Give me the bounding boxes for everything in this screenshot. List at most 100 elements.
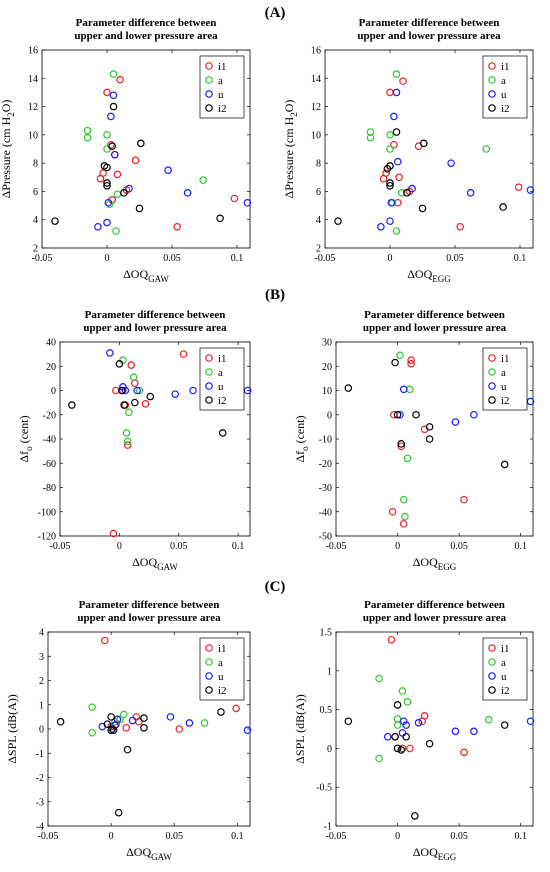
- data-point-u: [243, 726, 252, 735]
- legend-marker-i2: [488, 686, 496, 694]
- x-axis-label: ΔOQEGG: [413, 845, 457, 862]
- data-point-i2: [120, 189, 128, 197]
- data-point-u: [104, 198, 113, 207]
- data-point-i1: [460, 748, 468, 757]
- data-point-i2: [500, 460, 509, 469]
- y-tick-label: -4: [36, 822, 44, 833]
- x-axis-label: ΔOQGAW: [132, 555, 178, 572]
- data-point-u: [451, 727, 460, 736]
- data-point-u: [390, 112, 398, 121]
- x-tick-label: -0.05: [326, 831, 347, 842]
- data-point-i2: [117, 386, 126, 395]
- y-axis-label: ΔSPL (dB(A)): [293, 694, 307, 764]
- x-tick-label: 0.05: [446, 253, 464, 264]
- data-point-u: [243, 386, 252, 395]
- legend-marker-i1: [488, 62, 496, 70]
- y-tick-label: 30: [322, 338, 332, 349]
- data-point-u: [392, 88, 401, 97]
- y-tick-label: -120: [38, 532, 56, 543]
- chart-4: -0.05 0 0.05 0.1 -50 -40 -30 -20 -10 0 10 20 30 Param…: [293, 309, 535, 572]
- panel-label-a: (A): [265, 5, 286, 21]
- y-tick-label: -3: [36, 797, 44, 808]
- legend-label-i1: i1: [218, 61, 227, 73]
- data-point-i1: [179, 350, 188, 358]
- data-point-u: [470, 727, 478, 736]
- data-point-a: [129, 373, 138, 381]
- data-point-u: [121, 386, 130, 395]
- y-tick-label: 14: [311, 74, 321, 85]
- legend-marker-i2: [488, 396, 496, 404]
- data-point-a: [396, 351, 404, 360]
- data-point-i1: [407, 360, 415, 368]
- y-tick-label: 40: [46, 338, 56, 349]
- chart-title: upper and lower pressure area: [83, 322, 227, 334]
- data-point-i1: [395, 173, 403, 182]
- data-point-u: [164, 166, 172, 175]
- data-point-i2: [107, 726, 115, 735]
- data-point-u: [189, 386, 197, 395]
- legend-label-a: a: [218, 657, 223, 669]
- y-tick-label: -20: [43, 410, 56, 421]
- data-point-i1: [127, 361, 136, 369]
- data-point-i1: [116, 75, 124, 84]
- data-point-i1: [386, 88, 394, 97]
- legend-box: [482, 55, 528, 119]
- panel-label-b: (B): [265, 287, 285, 303]
- data-point-i2: [344, 717, 353, 726]
- legend-label-u: u: [218, 89, 224, 101]
- legend-label-i2: i2: [501, 103, 510, 115]
- data-point-u: [185, 719, 194, 727]
- legend-label-i2: i2: [501, 395, 510, 407]
- data-point-a: [375, 754, 383, 763]
- data-point-i2: [391, 358, 399, 367]
- data-point-u: [171, 390, 179, 398]
- data-point-i2: [131, 398, 139, 407]
- data-point-i2: [393, 410, 402, 419]
- legend-box: [482, 637, 528, 701]
- data-point-a: [366, 128, 375, 136]
- legend-label-i1: i1: [501, 643, 510, 655]
- data-point-i2: [217, 708, 225, 716]
- data-point-i1: [398, 744, 407, 753]
- data-point-a: [199, 176, 208, 184]
- x-tick-label: 0.05: [450, 541, 468, 552]
- data-point-i1: [382, 169, 390, 177]
- legend-label-i1: i1: [501, 61, 510, 73]
- data-point-i2: [114, 808, 123, 817]
- chart-title: Parameter difference between: [85, 309, 226, 321]
- x-tick-label: 0: [105, 253, 110, 264]
- x-axis-label: ΔOQEGG: [413, 555, 457, 572]
- chart-title: upper and lower pressure area: [357, 30, 501, 42]
- data-point-i1: [514, 183, 523, 191]
- x-tick-label: 0.1: [231, 831, 244, 842]
- data-point-i2: [402, 732, 410, 741]
- chart-1: -0.05 0 0.05 0.1 2 4 6 8 10 12 14 16 Parameter diffe…: [0, 17, 252, 284]
- data-point-i2: [412, 410, 420, 419]
- legend-marker-u: [488, 382, 496, 390]
- data-point-i2: [218, 429, 227, 437]
- data-point-i1: [456, 222, 465, 231]
- data-point-i2: [500, 721, 509, 729]
- panel-label-c: (C): [265, 579, 286, 595]
- data-point-i1: [387, 635, 396, 644]
- data-point-u: [466, 189, 475, 197]
- y-tick-label: -10: [319, 435, 332, 446]
- data-point-i2: [140, 714, 148, 722]
- legend-box: [482, 347, 528, 411]
- y-axis-label: ΔPressure (cm H2O): [282, 100, 299, 199]
- data-point-i1: [109, 529, 118, 538]
- legend-label-i1: i1: [218, 353, 227, 365]
- x-tick-label: 0.1: [514, 831, 527, 842]
- legend-label-i2: i2: [218, 395, 227, 407]
- data-point-a: [393, 721, 402, 729]
- x-tick-label: 0.05: [450, 831, 468, 842]
- data-point-i1: [173, 222, 182, 231]
- data-point-i2: [397, 746, 406, 754]
- y-tick-label: -30: [319, 483, 332, 494]
- data-point-u: [393, 157, 402, 166]
- chart-title: upper and lower pressure area: [77, 612, 221, 624]
- data-point-u: [377, 222, 385, 231]
- data-point-a: [392, 70, 401, 78]
- x-axis-label: ΔOQGAW: [123, 267, 169, 284]
- data-point-a: [200, 719, 209, 727]
